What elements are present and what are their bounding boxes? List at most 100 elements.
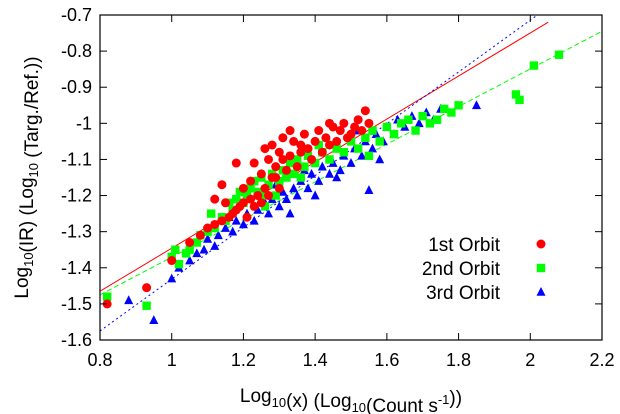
1st-orbit-point bbox=[317, 147, 327, 157]
2nd-orbit-point bbox=[310, 158, 320, 168]
y-tick-label: -1.1 bbox=[61, 149, 92, 169]
legend-marker bbox=[536, 263, 546, 273]
2nd-orbit-point bbox=[293, 155, 302, 164]
3rd-orbit-point bbox=[414, 118, 424, 128]
3rd-orbit-point bbox=[310, 190, 320, 200]
3rd-orbit-point bbox=[303, 183, 313, 193]
1st-orbit-point bbox=[296, 147, 306, 157]
y-tick-label: -1.5 bbox=[61, 294, 92, 314]
2nd-orbit-point bbox=[440, 104, 449, 114]
2nd-orbit-point bbox=[375, 137, 384, 146]
x-tick-label: 0.8 bbox=[87, 350, 112, 370]
y-axis-label: Log10(IR) (Log10 (Targ./Ref.)) bbox=[12, 56, 43, 298]
1st-orbit-point bbox=[249, 158, 259, 168]
2nd-orbit-point bbox=[271, 191, 280, 200]
1st-orbit-point bbox=[303, 144, 313, 154]
y-tick-label: -1.4 bbox=[61, 258, 92, 278]
1st-orbit-point bbox=[203, 223, 213, 233]
1st-orbit-point bbox=[256, 169, 266, 179]
2nd-orbit-point bbox=[102, 292, 112, 301]
3rd-orbit-point bbox=[253, 205, 263, 214]
1st-orbit-point bbox=[271, 162, 281, 172]
2nd-orbit-point bbox=[389, 129, 399, 139]
3rd-orbit-point bbox=[364, 185, 374, 194]
x-tick-label: 1.4 bbox=[303, 350, 328, 370]
1st-orbit-point bbox=[332, 136, 342, 146]
1st-orbit-point bbox=[238, 198, 248, 208]
2nd-orbit-point bbox=[206, 209, 216, 218]
1st-orbit-point bbox=[231, 158, 241, 168]
1st-orbit-point bbox=[253, 191, 263, 201]
3rd-orbit-point bbox=[274, 201, 284, 211]
y-tick-label: -1 bbox=[76, 113, 92, 133]
2nd-orbit-point bbox=[314, 140, 323, 150]
1st-orbit-point bbox=[249, 201, 259, 211]
1st-orbit-point bbox=[350, 122, 360, 132]
3rd-orbit-point bbox=[203, 233, 213, 243]
fit-lines bbox=[100, 15, 602, 332]
y-tick-label: -1.6 bbox=[61, 330, 92, 350]
2nd-orbit-point bbox=[260, 202, 270, 211]
3rd-orbit-point bbox=[192, 248, 202, 258]
legend-label: 2nd Orbit bbox=[422, 259, 501, 280]
data-points bbox=[102, 50, 564, 324]
2nd-orbit-point bbox=[296, 173, 305, 182]
x-tick-label: 2 bbox=[525, 350, 535, 370]
1st-orbit-point bbox=[321, 133, 331, 143]
1st-orbit-point bbox=[267, 140, 277, 150]
2nd-orbit-point bbox=[332, 144, 341, 153]
1st-orbit-point bbox=[142, 283, 152, 293]
1st-orbit-point bbox=[357, 126, 367, 136]
1st-orbit-point bbox=[260, 183, 270, 193]
3rd-orbit-point bbox=[317, 161, 327, 171]
3rd-orbit-point bbox=[167, 273, 177, 283]
1st-orbit-point bbox=[285, 126, 295, 136]
3rd-orbit-point bbox=[357, 150, 367, 160]
2nd-orbit-point bbox=[353, 144, 363, 153]
legend: 1st Orbit 2nd Orbit 3rd Orbit bbox=[422, 235, 546, 304]
2nd-orbit-point bbox=[282, 173, 291, 182]
1st-orbit-point bbox=[289, 136, 299, 146]
2nd-orbit-point bbox=[382, 122, 392, 132]
1st-orbit-point bbox=[296, 140, 306, 150]
1st-orbit-point bbox=[256, 198, 266, 208]
x-tick-label: 1.2 bbox=[231, 350, 256, 370]
1st-orbit-point bbox=[264, 154, 274, 164]
2nd-orbit-point bbox=[242, 191, 252, 200]
1st-orbit-point bbox=[221, 198, 230, 208]
x-tick-label: 1.8 bbox=[446, 350, 471, 370]
legend-label: 3rd Orbit bbox=[426, 283, 501, 304]
y-tick-label: -0.7 bbox=[61, 5, 92, 25]
2nd-orbit-point bbox=[275, 176, 284, 186]
1st-orbit-point bbox=[346, 129, 356, 139]
axis-ticks: 0.8 1 1.2 1.4 1.6 1.8 2 2.2 -1.6 -1.5 -1.4 -1.3 -1.2… bbox=[61, 5, 615, 370]
1st-orbit-point bbox=[281, 165, 291, 175]
3rd-orbit-point bbox=[149, 315, 159, 324]
2nd-orbit-point bbox=[232, 194, 241, 204]
1st-orbit-point bbox=[324, 140, 334, 150]
2nd-orbit-point bbox=[339, 148, 349, 157]
2nd-orbit-point bbox=[511, 90, 521, 99]
1st-orbit-point bbox=[274, 183, 284, 193]
1st-orbit-point bbox=[299, 129, 309, 139]
1st-orbit-point bbox=[264, 191, 274, 201]
3rd-orbit-point bbox=[281, 194, 291, 203]
1st-orbit-point bbox=[102, 299, 112, 309]
2nd-orbit-point bbox=[174, 259, 184, 269]
2nd-orbit-point bbox=[364, 151, 374, 161]
1st-orbit-point bbox=[210, 194, 220, 204]
2nd-orbit-point bbox=[515, 95, 524, 105]
plot-frame bbox=[99, 14, 603, 341]
3rd-orbit-point bbox=[332, 172, 342, 182]
3rd-orbit-point bbox=[285, 208, 295, 218]
3rd-orbit-point bbox=[375, 154, 385, 164]
legend-marker bbox=[536, 287, 546, 296]
3rd-orbit-point bbox=[221, 223, 230, 232]
3rd-orbit-point bbox=[238, 219, 248, 229]
1st-orbit-point bbox=[195, 230, 205, 240]
2nd-orbit-point bbox=[325, 155, 334, 164]
3rd-orbit-point bbox=[324, 168, 334, 178]
2nd-orbit-point bbox=[404, 115, 413, 124]
3rd-orbit-point bbox=[124, 295, 134, 305]
